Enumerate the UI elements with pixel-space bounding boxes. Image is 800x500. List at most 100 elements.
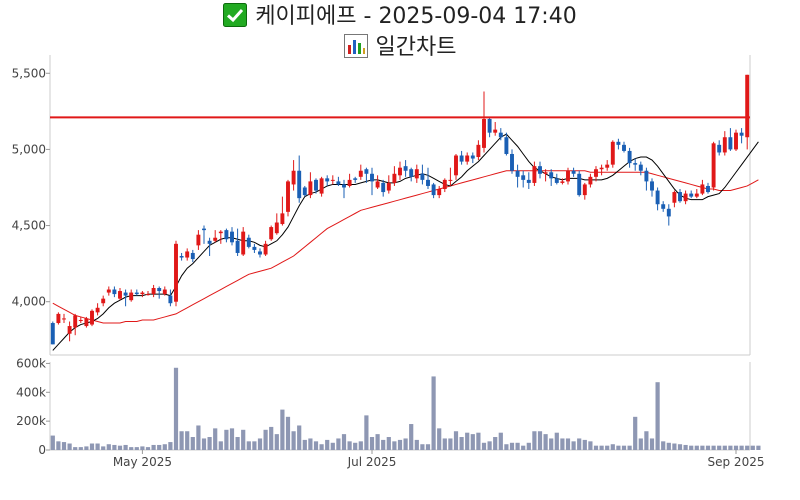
candle-body xyxy=(739,132,744,136)
volume-bar xyxy=(129,447,134,450)
candle-body xyxy=(622,144,626,151)
volume-bar xyxy=(347,441,352,450)
volume-bar xyxy=(672,443,677,450)
volume-bar xyxy=(330,442,335,450)
volume-bar xyxy=(700,445,705,450)
candle-body xyxy=(252,246,257,250)
candle-body xyxy=(336,181,341,185)
candle-body xyxy=(129,292,134,301)
volume-bar xyxy=(498,432,503,450)
candle-body xyxy=(258,251,262,255)
volume-bar xyxy=(280,409,285,450)
title-text: 케이피에프 - 2025-09-04 17:40 xyxy=(255,4,577,29)
volume-bar xyxy=(117,445,123,450)
volume-bar xyxy=(745,445,750,450)
candle-body xyxy=(112,289,117,295)
volume-bar xyxy=(67,443,72,450)
candle-body xyxy=(605,164,610,168)
volume-bar xyxy=(313,441,319,450)
price-tick-label: 5,500 xyxy=(12,66,46,80)
candle-body xyxy=(566,170,570,182)
candle-body xyxy=(342,184,346,188)
price-panel: 5,500 5,000 4,500 4,000 xyxy=(12,55,759,356)
volume-bar xyxy=(683,444,688,450)
volume-bar xyxy=(616,445,621,450)
volume-bar xyxy=(532,431,537,450)
candle-body xyxy=(224,230,229,240)
candle-body xyxy=(134,292,139,295)
price-tick-label: 4,500 xyxy=(12,219,46,233)
volume-bar xyxy=(308,438,313,450)
volume-bar xyxy=(437,428,442,450)
candle-body xyxy=(274,222,279,234)
x-tick-label: May 2025 xyxy=(113,455,172,469)
candle-body xyxy=(409,169,414,177)
candle-body xyxy=(73,315,78,328)
volume-bar xyxy=(453,431,459,450)
candle-body xyxy=(50,323,55,345)
candle-body xyxy=(504,137,509,154)
candle-body xyxy=(722,137,727,153)
volume-bar xyxy=(420,444,425,450)
candle-body xyxy=(465,155,470,162)
volume-bar xyxy=(145,447,151,450)
candle-body xyxy=(588,176,593,185)
volume-bar xyxy=(95,443,100,450)
volume-bar xyxy=(677,444,683,450)
candle-body xyxy=(610,141,615,165)
volume-bar xyxy=(319,444,324,450)
volume-bar xyxy=(50,435,55,450)
volume-bar xyxy=(112,444,117,450)
candle-body xyxy=(353,178,358,180)
candle-body xyxy=(678,192,682,202)
candle-body xyxy=(370,173,374,182)
candle-body xyxy=(493,129,498,133)
candle-body xyxy=(196,234,201,246)
candle-body xyxy=(381,182,386,193)
candle-body xyxy=(459,155,464,162)
candle-body xyxy=(638,164,643,171)
volume-bar xyxy=(689,445,694,450)
volume-bar xyxy=(543,434,548,450)
volume-bar xyxy=(465,432,470,450)
volume-bar xyxy=(325,439,330,450)
volume-bar xyxy=(621,445,627,450)
volume-bar xyxy=(649,438,655,450)
candle-body xyxy=(269,227,274,240)
volume-bar xyxy=(252,441,257,450)
volume-bar xyxy=(341,434,347,450)
volume-bar xyxy=(56,441,61,450)
volume-bar xyxy=(694,445,699,450)
candle-body xyxy=(185,251,190,258)
candle-body xyxy=(476,144,481,158)
volume-bar xyxy=(224,429,229,450)
candle-body xyxy=(286,181,290,212)
volume-bar xyxy=(162,444,167,450)
candle-body xyxy=(263,243,268,255)
candle-body xyxy=(442,179,447,190)
candle-body xyxy=(386,182,391,191)
volume-bar xyxy=(397,439,403,450)
volume-tick-label: 400k xyxy=(16,385,46,399)
volume-bar xyxy=(582,439,587,450)
x-tick-label: Jul 2025 xyxy=(347,455,397,469)
volume-bar xyxy=(515,442,520,450)
candle-body xyxy=(364,169,369,174)
candle-body xyxy=(347,179,352,186)
volume-bar xyxy=(554,432,559,450)
candle-body xyxy=(190,252,195,260)
volume-bar xyxy=(537,431,543,450)
volume-bar xyxy=(246,441,251,450)
volume-bar xyxy=(285,416,291,450)
candle-body xyxy=(118,291,122,299)
candle-body xyxy=(420,173,425,180)
volume-bar xyxy=(381,439,386,450)
candle-body xyxy=(330,179,335,181)
candle-body xyxy=(510,153,514,171)
volume-bar xyxy=(61,442,67,450)
volume-bar xyxy=(386,437,391,450)
candle-body xyxy=(202,228,206,231)
candle-body xyxy=(162,289,167,295)
volume-bar xyxy=(661,441,666,450)
candle-body xyxy=(297,170,302,199)
